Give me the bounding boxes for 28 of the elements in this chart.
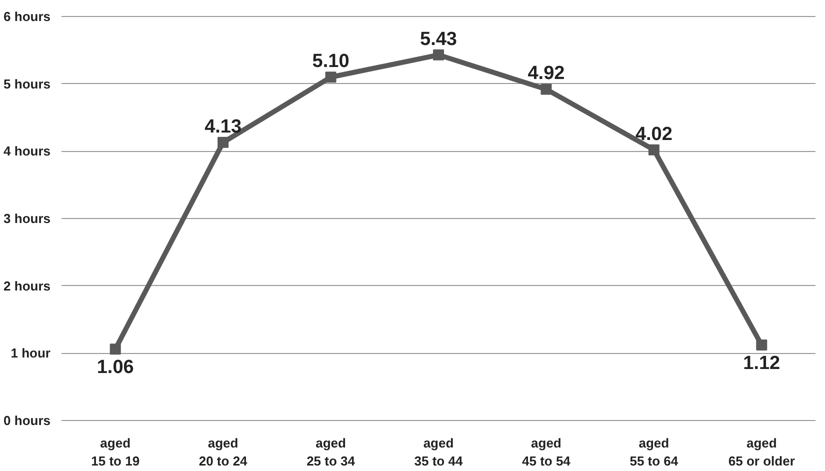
data-label: 1.06	[96, 357, 134, 378]
point	[756, 340, 768, 351]
x-tick-label: aged 15 to 19	[91, 436, 140, 468]
x-tick-label: aged 65 or older	[728, 436, 795, 468]
data-label: 4.02	[635, 124, 672, 145]
data-label: 1.12	[743, 353, 780, 374]
data-label: 4.92	[528, 63, 565, 84]
point	[648, 144, 660, 156]
y-tick-label: 1 hour	[10, 346, 51, 361]
x-tick-label: aged 25 to 34	[306, 436, 356, 468]
y-tick-label: 5 hours	[4, 76, 51, 92]
point	[325, 72, 336, 83]
data-label: 4.13	[204, 116, 242, 138]
y-tick-label: 4 hours	[4, 144, 51, 159]
x-tick-label: aged 35 to 44	[414, 436, 464, 468]
point	[433, 49, 444, 60]
x-tick-label: aged 20 to 24	[198, 436, 248, 468]
y-tick-label: 0 hours	[4, 412, 51, 428]
point	[110, 344, 121, 355]
y-tick-label: 6 hours	[4, 9, 51, 24]
y-tick-label: 3 hours	[4, 211, 51, 226]
x-tick-label: aged 55 to 64	[630, 436, 679, 468]
point	[540, 84, 552, 95]
data-label: 5.10	[312, 51, 350, 72]
data-label: 5.43	[420, 28, 457, 50]
point	[218, 136, 229, 148]
y-tick-label: 2 hours	[4, 278, 51, 294]
x-tick-label: aged 45 to 54	[522, 436, 572, 468]
